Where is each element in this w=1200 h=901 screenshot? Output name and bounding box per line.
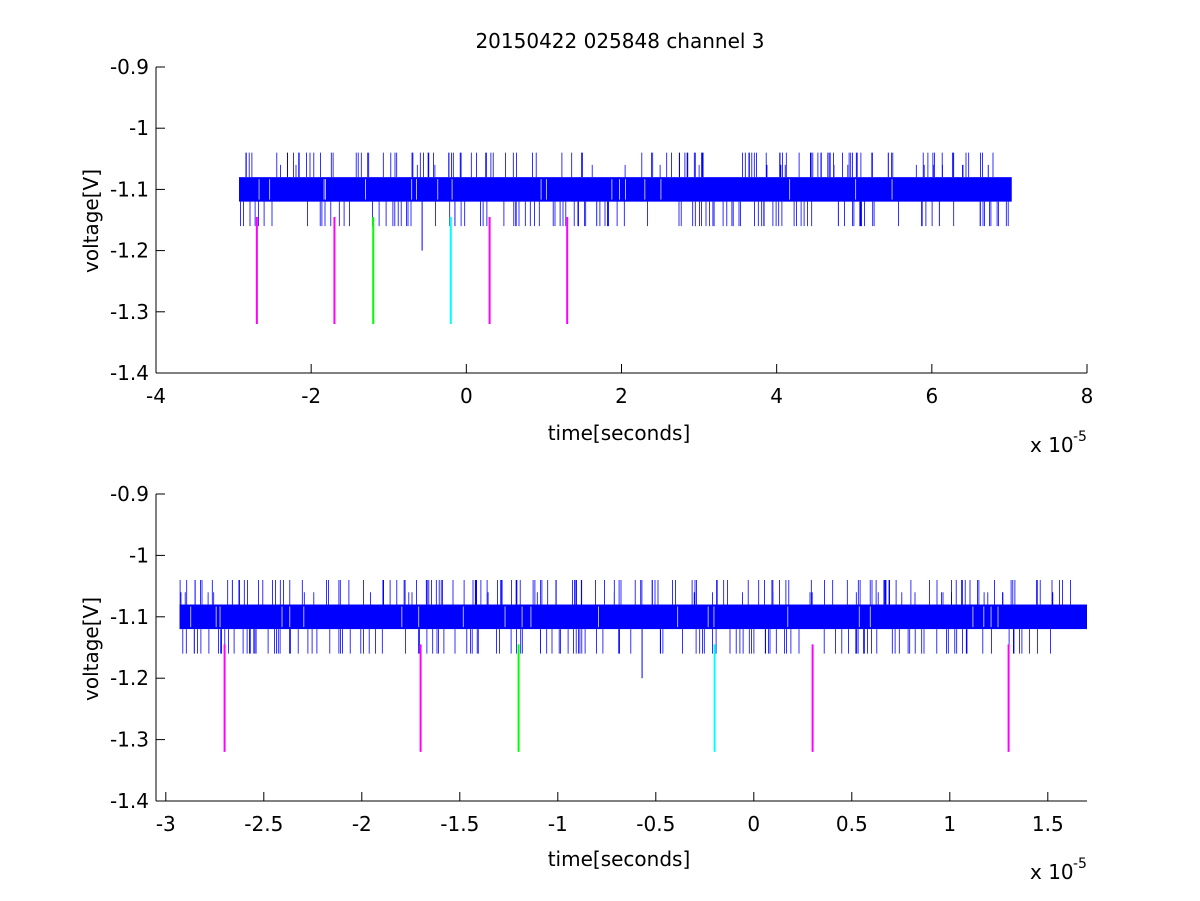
y-tick-label: -1	[129, 543, 149, 567]
x-tick-label: 2	[615, 384, 628, 408]
y-tick-label: -1	[129, 116, 149, 140]
signal-series	[179, 579, 1087, 679]
x-tick-label: 8	[1081, 384, 1094, 408]
y-tick-label: -1.3	[110, 728, 149, 752]
figure-title: 20150422 025848 channel 3	[475, 29, 764, 53]
plot-area-bottom: -0.9 -1 -1.1 -1.2 -1.3 -1.4 -3 -2.5 -2 -1.5 -1 -0.5…	[110, 482, 1087, 836]
y-tick-label: -1.4	[110, 361, 149, 385]
x-tick-label: -2.5	[244, 812, 283, 836]
x-exponent-power-top: -5	[1073, 429, 1087, 445]
subplot-top: -0.9 -1 -1.1 -1.2 -1.3 -1.4-4 -2 0 2 4 6 8 voltage[…	[79, 55, 1093, 457]
x-tick-label: -0.5	[636, 812, 675, 836]
x-tick-label: 4	[770, 384, 783, 408]
x-tick-label: -2	[301, 384, 321, 408]
y-tick-label: -1.2	[110, 666, 149, 690]
x-tick-label: -3	[156, 812, 176, 836]
x-tick-label: 1	[943, 812, 956, 836]
y-tick-label: -1.4	[110, 789, 149, 813]
y-tick-label: -1.1	[110, 177, 149, 201]
xlabel-top: time[seconds]	[548, 421, 691, 445]
y-tick-label: -1.3	[110, 300, 149, 324]
x-exponent-power-bottom: -5	[1073, 856, 1087, 872]
y-tick-label: -1.2	[110, 239, 149, 263]
x-tick-label: 0	[747, 812, 760, 836]
signal-spikes	[240, 152, 1009, 227]
signal-spikes	[179, 579, 1071, 654]
y-tick-label: -0.9	[110, 482, 149, 506]
subplot-bottom: -0.9 -1 -1.1 -1.2 -1.3 -1.4 -3 -2.5 -2 -1.5 -1 -0.5…	[79, 482, 1087, 884]
y-tick-label: -0.9	[110, 55, 149, 79]
ylabel-bottom: voltage[V]	[79, 597, 103, 701]
x-tick-label: -2	[352, 812, 372, 836]
x-tick-label: -1	[548, 812, 568, 836]
y-tick-label: -1.1	[110, 605, 149, 629]
x-tick-label: 1.5	[1032, 812, 1064, 836]
x-tick-label: 0	[460, 384, 473, 408]
xlabel-bottom: time[seconds]	[548, 847, 691, 871]
x-exponent-top: x 10	[1030, 433, 1074, 457]
x-exponent-bottom: x 10	[1030, 860, 1074, 884]
x-tick-label: 0.5	[836, 812, 868, 836]
x-tick-label: -4	[146, 384, 166, 408]
ylabel-top: voltage[V]	[79, 169, 103, 273]
plot-area-top: -0.9 -1 -1.1 -1.2 -1.3 -1.4-4 -2 0 2 4 6 8	[110, 55, 1093, 408]
x-tick-label: -1.5	[440, 812, 479, 836]
x-tick-label: 6	[925, 384, 938, 408]
signal-band	[179, 604, 1087, 630]
signal-series	[239, 152, 1012, 251]
